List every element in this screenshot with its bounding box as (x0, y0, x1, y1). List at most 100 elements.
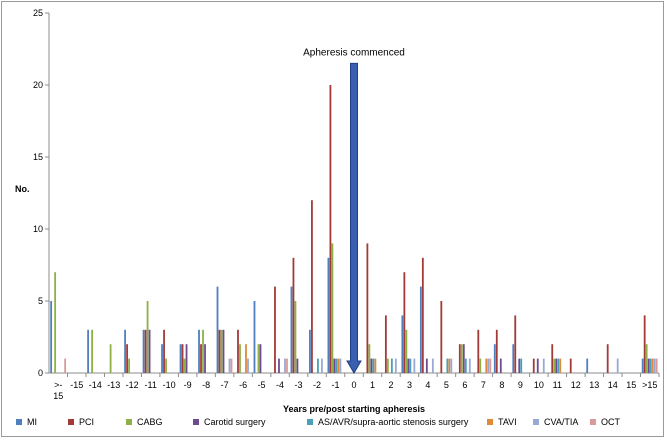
bar-cabg (146, 301, 149, 373)
x-tick-label: 3 (407, 380, 412, 390)
x-tick-label: 7 (481, 380, 486, 390)
bar-mi (512, 344, 515, 373)
bar-mi (179, 344, 182, 373)
bar-oct (230, 358, 233, 373)
bar-cabg (294, 301, 297, 373)
bar-carotid-surgery (296, 358, 299, 373)
bar-pci (292, 257, 295, 373)
legend-label: TAVI (498, 417, 517, 427)
bar-cabg (109, 344, 112, 373)
bar-tavi (485, 358, 488, 373)
bar-carotid-surgery (518, 358, 521, 373)
bar-as-avr-supra-aortic-stenosis-surgery (372, 358, 375, 373)
y-tick-label: 20 (33, 80, 43, 90)
x-tick-label: 15 (53, 391, 63, 401)
bar-pci (495, 329, 498, 373)
bar-pci (643, 315, 646, 373)
x-tick-label: 13 (589, 380, 599, 390)
x-tick-label: 11 (553, 380, 562, 390)
y-tick-label: 10 (33, 224, 43, 234)
x-tick-label: 14 (608, 380, 618, 390)
bar-as-avr-supra-aortic-stenosis-surgery (464, 358, 467, 373)
x-tick-label: -6 (239, 380, 247, 390)
legend-swatch (126, 419, 132, 425)
bar-tavi (448, 358, 451, 373)
legend-label: OCT (601, 417, 621, 427)
bar-mi (493, 344, 496, 373)
bar-mi (198, 329, 200, 373)
bar-as-avr-supra-aortic-stenosis-surgery (409, 358, 412, 373)
bar-cabg (645, 344, 648, 373)
bar-pci (329, 85, 332, 373)
bar-pci (144, 329, 147, 373)
bar-pci (311, 200, 313, 373)
bar-mi (161, 344, 163, 373)
bar-carotid-surgery (647, 358, 650, 373)
bar-carotid-surgery (204, 344, 206, 373)
bar-carotid-surgery (185, 344, 188, 373)
bar-pci (218, 329, 221, 373)
bar-pci (421, 257, 424, 373)
annotation-label: Apheresis commenced (303, 47, 405, 58)
bar-as-avr-supra-aortic-stenosis-surgery (649, 358, 652, 373)
bar-as-avr-supra-aortic-stenosis-surgery (335, 358, 338, 373)
legend-swatch (68, 419, 74, 425)
bar-cva-tia (450, 358, 453, 373)
bar-mi (142, 329, 145, 373)
legend-swatch (193, 419, 199, 425)
bar-cabg (202, 329, 204, 373)
x-axis-title: Years pre/post starting apheresis (283, 404, 425, 414)
bar-pci (237, 329, 239, 373)
legend-label: PCI (79, 417, 94, 427)
bar-as-avr-supra-aortic-stenosis-surgery (557, 358, 560, 373)
bar-pci (606, 344, 609, 373)
bar-carotid-surgery (370, 358, 373, 373)
bar-carotid-surgery (555, 358, 558, 373)
bar-cva-tia (542, 358, 545, 373)
bar-oct (64, 358, 67, 373)
bar-cabg (460, 344, 463, 373)
bar-cva-tia (431, 358, 434, 373)
bar-carotid-surgery (278, 358, 280, 373)
legend-swatch (533, 419, 539, 425)
x-tick-label: -4 (276, 380, 284, 390)
x-tick-label: -9 (184, 380, 192, 390)
bar-cva-tia (339, 358, 342, 373)
bar-mi (124, 329, 126, 373)
bar-mi (216, 286, 219, 373)
bar-cabg (54, 272, 57, 373)
bar-pci (514, 315, 517, 373)
bar-carotid-surgery (222, 329, 225, 373)
y-tick-label: 25 (33, 8, 43, 18)
bar-cva-tia (394, 358, 397, 373)
bar-mi (327, 257, 330, 373)
x-tick-label: -5 (258, 380, 266, 390)
bar-pci (569, 358, 572, 373)
bar-cabg (183, 358, 186, 373)
legend-label: Carotid surgery (204, 417, 266, 427)
bar-cabg (331, 243, 334, 373)
bar-tavi (559, 358, 562, 373)
x-tick-label: -10 (163, 380, 176, 390)
bar-mi (290, 286, 293, 373)
bar-cva-tia (468, 358, 471, 373)
bar-pci (163, 329, 165, 373)
bar-mi (87, 329, 90, 373)
x-tick-label: 4 (425, 380, 430, 390)
y-tick-label: 0 (38, 368, 43, 378)
bar-cva-tia (653, 358, 656, 373)
legend-swatch (16, 419, 22, 425)
bar-carotid-surgery (148, 329, 151, 373)
bar-cabg (128, 358, 130, 373)
x-tick-label: 1 (370, 380, 375, 390)
bar-cabg (479, 358, 482, 373)
x-tick-label: -12 (126, 380, 139, 390)
bar-mi (50, 301, 53, 373)
x-tick-label: -1 (332, 380, 340, 390)
bar-as-avr-supra-aortic-stenosis-surgery (520, 358, 523, 373)
bar-mi (641, 358, 644, 373)
bar-oct (489, 358, 492, 373)
bar-pci (532, 358, 535, 373)
